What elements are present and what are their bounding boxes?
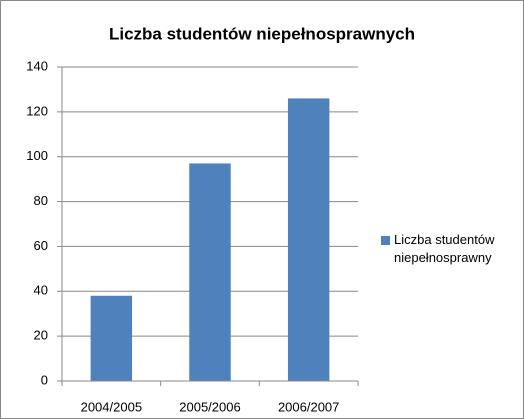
legend-marker bbox=[381, 236, 390, 245]
y-tick-label: 40 bbox=[34, 283, 48, 298]
chart-title: Liczba studentów niepełnosprawnych bbox=[109, 24, 415, 43]
x-tick-label: 2006/2007 bbox=[278, 399, 339, 414]
y-tick-label: 20 bbox=[34, 328, 48, 343]
y-tick-label: 0 bbox=[41, 372, 48, 387]
y-tick-label: 60 bbox=[34, 238, 48, 253]
bar bbox=[189, 163, 231, 381]
bar bbox=[90, 295, 133, 381]
y-tick-label: 140 bbox=[26, 58, 48, 73]
y-tick-label: 100 bbox=[26, 148, 48, 163]
x-tick-label: 2005/2006 bbox=[179, 399, 240, 414]
x-tick-label: 2004/2005 bbox=[81, 399, 142, 414]
legend-label: Liczba studentów niepełnosprawny bbox=[394, 232, 495, 265]
y-tick-label: 80 bbox=[34, 193, 48, 208]
bar bbox=[287, 98, 330, 382]
y-tick-label: 120 bbox=[26, 103, 48, 118]
